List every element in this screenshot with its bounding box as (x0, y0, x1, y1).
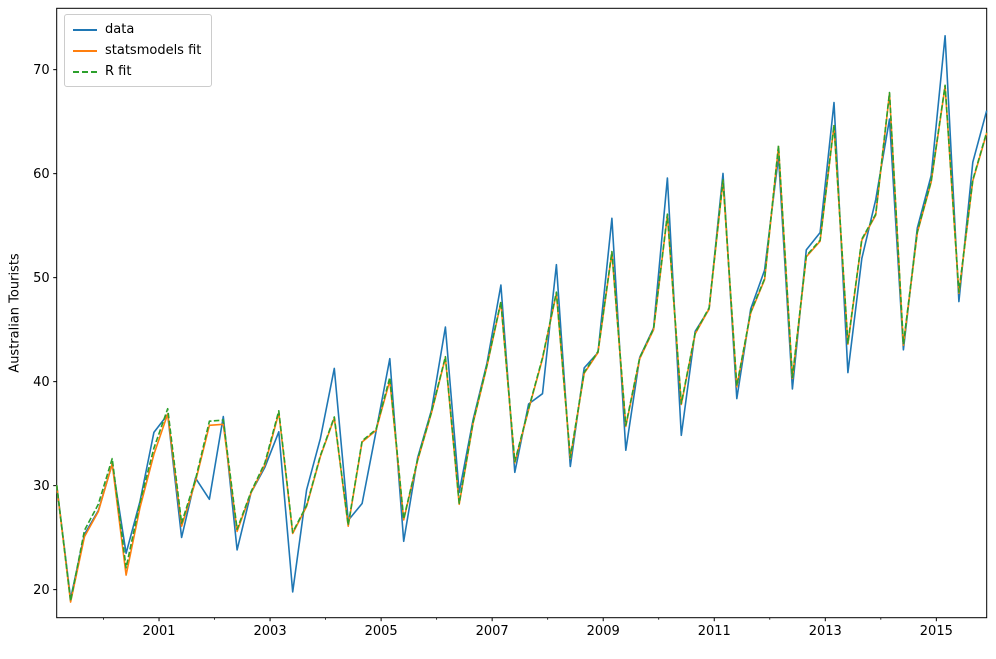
y-tick-label: 60 (33, 167, 50, 182)
legend-entry-statsmodels-fit: statsmodels fit (73, 41, 201, 60)
x-tick-label: 2003 (254, 624, 287, 639)
legend-line-sample-statsmodels-fit (73, 49, 97, 52)
series-line-statsmodels-fit (55, 85, 988, 603)
series-line-R-fit (55, 84, 988, 602)
legend-label-statsmodels-fit: statsmodels fit (105, 43, 202, 58)
x-tick-label: 2005 (365, 624, 398, 639)
y-axis: 20 30 40 50 60 70 (33, 63, 57, 598)
x-tick-label: 2013 (809, 624, 842, 639)
y-tick-label: 50 (33, 271, 50, 286)
legend-entry-data: data (73, 20, 201, 39)
legend-label-r-fit: R fit (105, 64, 132, 79)
x-tick-label: 2015 (920, 624, 953, 639)
y-axis-label: Australian Tourists (7, 253, 23, 373)
x-tick-label: 2009 (587, 624, 620, 639)
x-tick-label: 2007 (476, 624, 509, 639)
legend-entry-r-fit: R fit (73, 62, 201, 81)
y-tick-label: 30 (33, 479, 50, 494)
y-tick-label: 70 (33, 63, 50, 78)
legend-label-data: data (105, 22, 135, 37)
series-line-data (55, 34, 988, 600)
y-tick-label: 40 (33, 375, 50, 390)
x-tick-label: 2001 (142, 624, 175, 639)
legend-line-sample-r-fit (73, 70, 97, 73)
y-tick-label: 20 (33, 583, 50, 598)
legend: data statsmodels fit R fit (64, 14, 213, 87)
x-tick-label: 2011 (698, 624, 731, 639)
plot-border (56, 7, 988, 619)
x-axis: 2001 2003 2005 2007 2009 2011 2013 2015 (103, 617, 953, 639)
legend-line-sample-data (73, 28, 97, 31)
